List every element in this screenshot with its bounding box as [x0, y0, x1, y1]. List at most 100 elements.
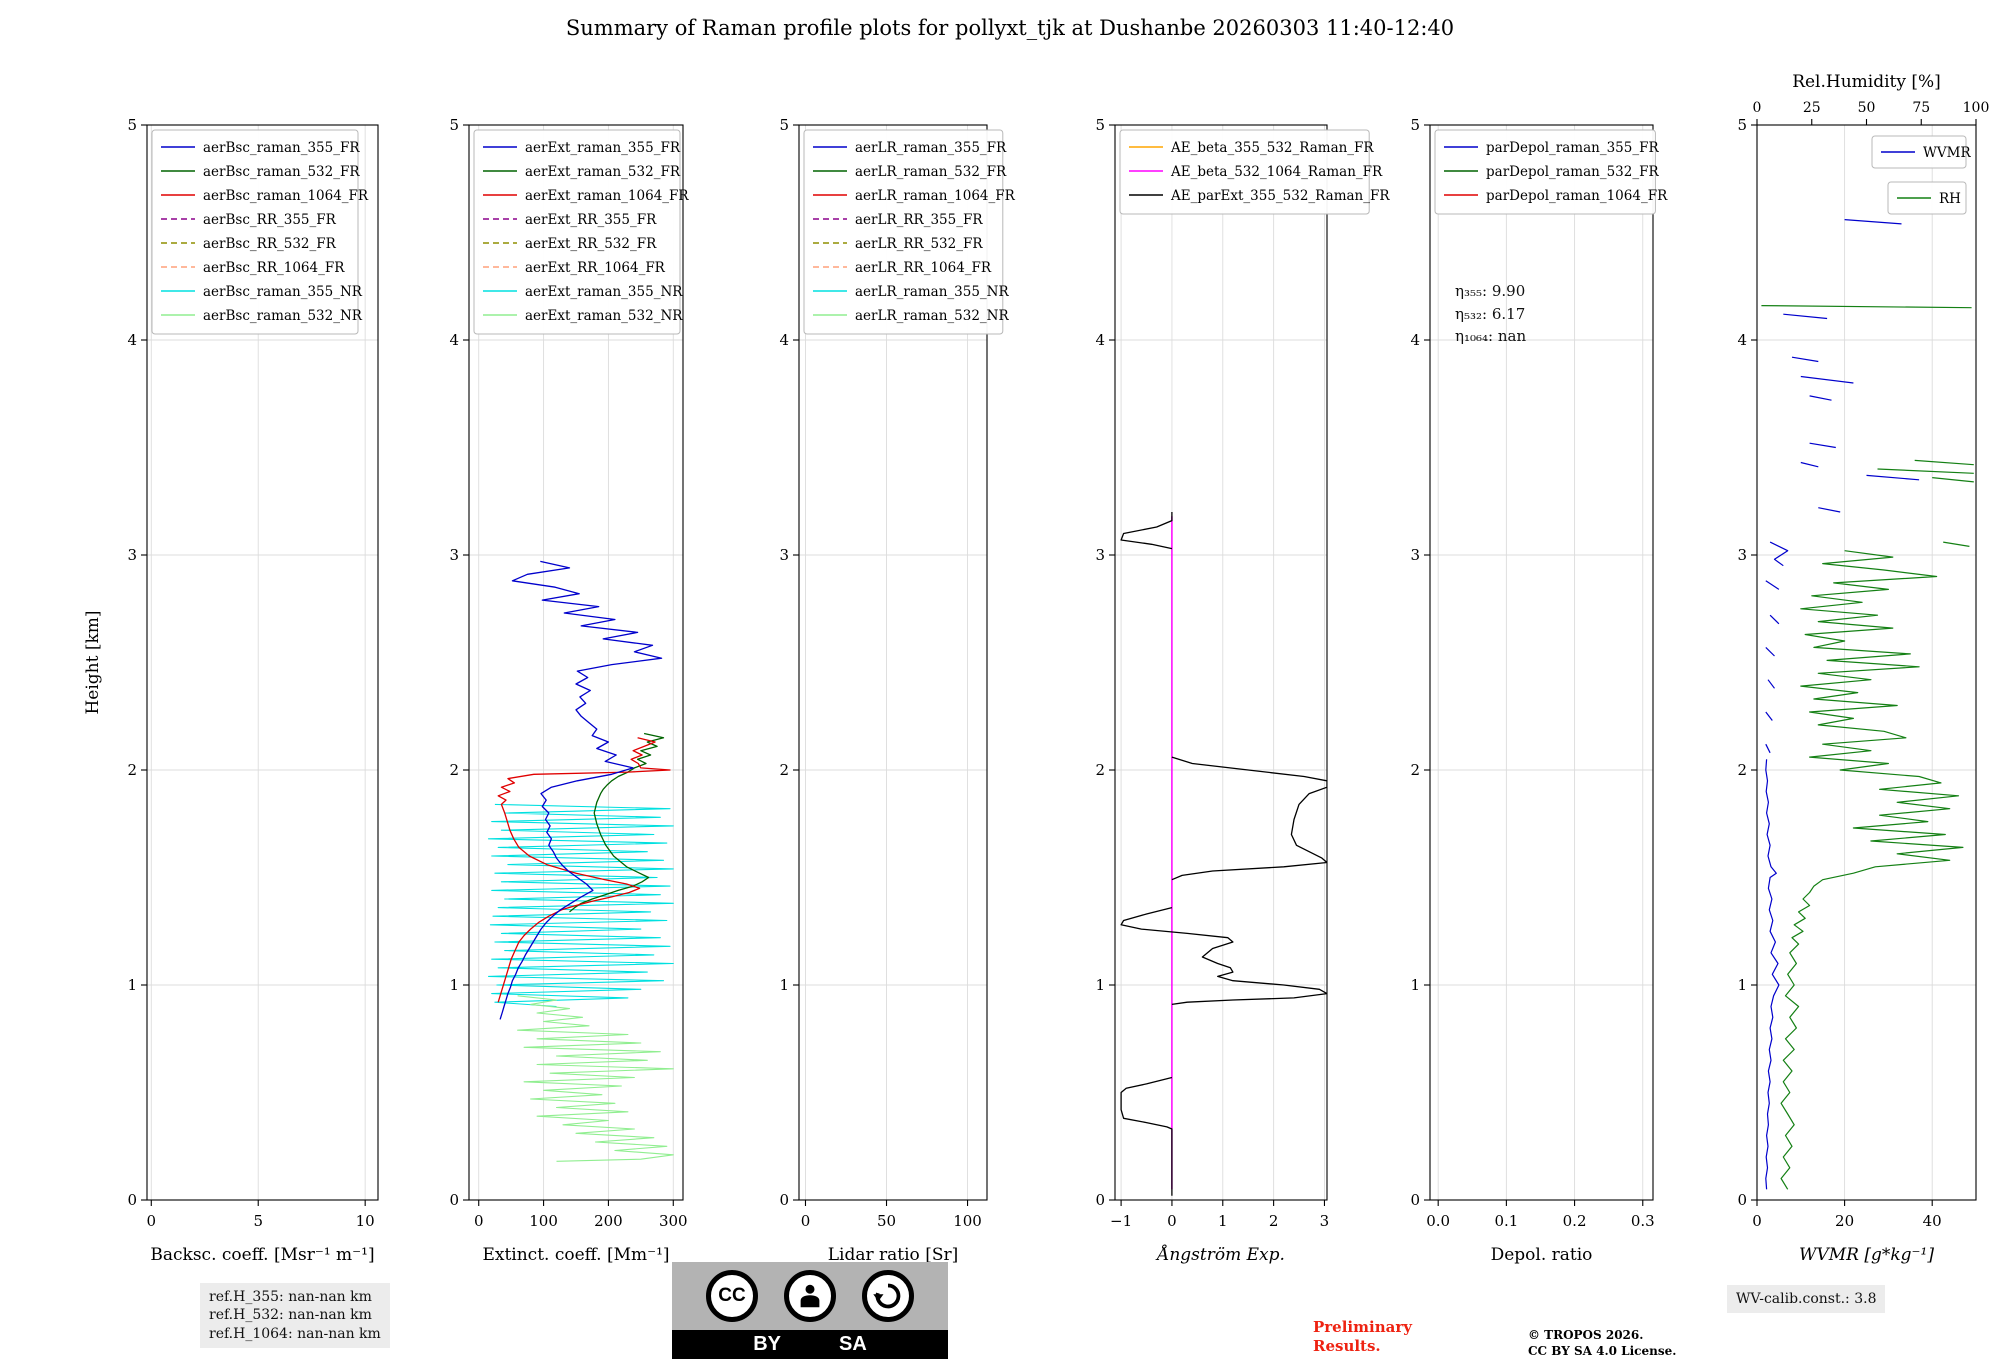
preliminary-results-note: Preliminary Results. — [1313, 1318, 1412, 1356]
svg-text:3: 3 — [1095, 546, 1105, 564]
svg-text:aerLR_raman_1064_FR: aerLR_raman_1064_FR — [855, 188, 1016, 204]
figure-title: Summary of Raman profile plots for polly… — [565, 16, 1455, 40]
svg-text:5: 5 — [449, 116, 459, 134]
svg-text:2: 2 — [779, 761, 789, 779]
y-axis-label: Height [km] — [83, 610, 103, 714]
series-WVMR — [1767, 679, 1775, 689]
svg-text:2: 2 — [1095, 761, 1105, 779]
svg-text:0.3: 0.3 — [1631, 1212, 1655, 1230]
svg-text:100: 100 — [1963, 100, 1990, 116]
svg-text:5: 5 — [1737, 116, 1747, 134]
svg-text:aerExt_RR_355_FR: aerExt_RR_355_FR — [525, 212, 657, 228]
svg-text:AE_beta_355_532_Raman_FR: AE_beta_355_532_Raman_FR — [1170, 140, 1374, 156]
svg-text:4: 4 — [127, 331, 137, 349]
svg-text:aerExt_RR_1064_FR: aerExt_RR_1064_FR — [525, 260, 666, 276]
svg-text:aerExt_raman_355_NR: aerExt_raman_355_NR — [525, 284, 683, 300]
svg-text:300: 300 — [659, 1212, 688, 1230]
svg-text:1: 1 — [1218, 1212, 1228, 1230]
panel-backscatter: 0 5 10 0 1 2 3 4 5 Backsc. coeff. [Msr⁻¹ m⁻¹] aerB… — [127, 116, 379, 1265]
svg-text:5: 5 — [253, 1212, 263, 1230]
svg-text:75: 75 — [1912, 100, 1930, 116]
copyright-note: © TROPOS 2026. CC BY SA 4.0 License. — [1528, 1328, 1676, 1359]
svg-text:0: 0 — [801, 1212, 811, 1230]
series-WVMR — [1809, 395, 1832, 401]
svg-text:1: 1 — [779, 976, 789, 994]
svg-text:4: 4 — [1095, 331, 1105, 349]
svg-text:aerBsc_RR_532_FR: aerBsc_RR_532_FR — [203, 236, 337, 252]
svg-text:0: 0 — [147, 1212, 157, 1230]
svg-text:aerExt_raman_532_NR: aerExt_raman_532_NR — [525, 308, 683, 324]
series-WVMR — [1765, 711, 1773, 721]
legend-angstroem: AE_beta_355_532_Raman_FR AE_beta_532_1064… — [1119, 129, 1390, 215]
svg-text:aerLR_raman_355_FR: aerLR_raman_355_FR — [855, 140, 1007, 156]
depol-calibration-annotation: η₃₅₅: 9.90 η₅₃₂: 6.17 η₁₀₆₄: nan — [1455, 280, 1526, 348]
series-WVMR — [1765, 743, 1771, 754]
series-RH — [1780, 550, 1964, 1190]
svg-text:5: 5 — [1410, 116, 1420, 134]
series-AE_parExt_355_532_Raman_FR — [1171, 756, 1327, 881]
cc-badge-icons: CC — [672, 1262, 948, 1330]
svg-text:25: 25 — [1803, 100, 1821, 116]
reference-height-box: ref.H_355: nan-nan km ref.H_532: nan-nan… — [200, 1283, 390, 1349]
preliminary-line-1: Preliminary — [1313, 1318, 1412, 1336]
copyright-line-1: © TROPOS 2026. — [1528, 1328, 1644, 1342]
series-WVMR — [1800, 375, 1854, 384]
svg-text:parDepol_raman_355_FR: parDepol_raman_355_FR — [1486, 140, 1659, 156]
share-alike-arrow-icon — [862, 1270, 914, 1322]
svg-text:5: 5 — [779, 116, 789, 134]
svg-text:100: 100 — [953, 1212, 982, 1230]
svg-text:3: 3 — [449, 546, 459, 564]
series-WVMR — [1765, 646, 1775, 657]
svg-text:AE_parExt_355_532_Raman_FR: AE_parExt_355_532_Raman_FR — [1170, 188, 1390, 204]
svg-text:−1: −1 — [1110, 1212, 1132, 1230]
series-RH — [1914, 459, 1974, 466]
cc-license-badge: CC BY SA — [672, 1262, 948, 1359]
svg-text:50: 50 — [877, 1212, 896, 1230]
svg-text:aerExt_raman_532_FR: aerExt_raman_532_FR — [525, 164, 681, 180]
svg-text:3: 3 — [1320, 1212, 1330, 1230]
svg-text:aerLR_RR_1064_FR: aerLR_RR_1064_FR — [855, 260, 992, 276]
series-RH — [1761, 305, 1972, 309]
svg-text:4: 4 — [779, 331, 789, 349]
legend-RH: RH — [1887, 181, 1967, 215]
svg-text:aerExt_raman_1064_FR: aerExt_raman_1064_FR — [525, 188, 689, 204]
svg-text:2: 2 — [127, 761, 137, 779]
series-RH — [1877, 468, 1974, 474]
wv-calibration-value: WV-calib.const.: 3.8 — [1736, 1291, 1877, 1307]
svg-text:0: 0 — [779, 1191, 789, 1209]
panel-angstroem: −1 0 1 2 3 0 1 2 3 4 5 Ångström Exp. AE_beta_355_532… — [1095, 116, 1390, 1265]
svg-text:50: 50 — [1858, 100, 1876, 116]
panel-wvmr-rh: 0 20 40 0 1 2 3 4 5 WVMR [g*kg⁻¹] 0 25 50 75 100 Rel.Hu… — [1737, 72, 1989, 1265]
eta-355: η₃₅₅: 9.90 — [1455, 282, 1526, 300]
series-AE_parExt_355_532_Raman_FR — [1120, 906, 1327, 1006]
series-AE_parExt_355_532_Raman_FR — [1120, 512, 1173, 550]
svg-text:0: 0 — [1752, 1212, 1762, 1230]
svg-text:2: 2 — [1269, 1212, 1279, 1230]
series-AE_parExt_355_532_Raman_FR — [1120, 1076, 1173, 1196]
series-RH — [1943, 541, 1970, 547]
series-WVMR — [1809, 442, 1836, 449]
series-RH — [1932, 477, 1974, 483]
svg-text:aerBsc_raman_1064_FR: aerBsc_raman_1064_FR — [203, 188, 369, 204]
legend-extinction: aerExt_raman_355_FR aerExt_raman_532_FRae… — [473, 129, 689, 335]
panel-depol-ratio: 0.0 0.1 0.2 0.3 0 1 2 3 4 5 Depol. ratio parDepol_r… — [1410, 116, 1668, 1265]
svg-text:aerLR_RR_532_FR: aerLR_RR_532_FR — [855, 236, 983, 252]
svg-text:aerLR_raman_532_FR: aerLR_raman_532_FR — [855, 164, 1007, 180]
cc-icon-label: CC — [718, 1285, 746, 1306]
svg-text:0: 0 — [127, 1191, 137, 1209]
svg-text:aerExt_RR_532_FR: aerExt_RR_532_FR — [525, 236, 657, 252]
svg-text:aerLR_raman_532_NR: aerLR_raman_532_NR — [855, 308, 1009, 324]
top-axis-label: Rel.Humidity [%] — [1792, 72, 1941, 92]
svg-text:2: 2 — [449, 761, 459, 779]
svg-text:parDepol_raman_532_FR: parDepol_raman_532_FR — [1486, 164, 1659, 180]
copyright-line-2: CC BY SA 4.0 License. — [1528, 1343, 1677, 1358]
svg-text:0: 0 — [1410, 1191, 1420, 1209]
ref-h-1064: ref.H_1064: nan-nan km — [209, 1325, 381, 1342]
x-axis-label-depol-ratio: Depol. ratio — [1491, 1245, 1593, 1265]
series-WVMR — [1791, 356, 1819, 363]
svg-text:1: 1 — [1737, 976, 1747, 994]
eta-1064: η₁₀₆₄: nan — [1455, 327, 1527, 345]
svg-text:20: 20 — [1835, 1212, 1854, 1230]
wv-calibration-box: WV-calib.const.: 3.8 — [1727, 1285, 1886, 1314]
